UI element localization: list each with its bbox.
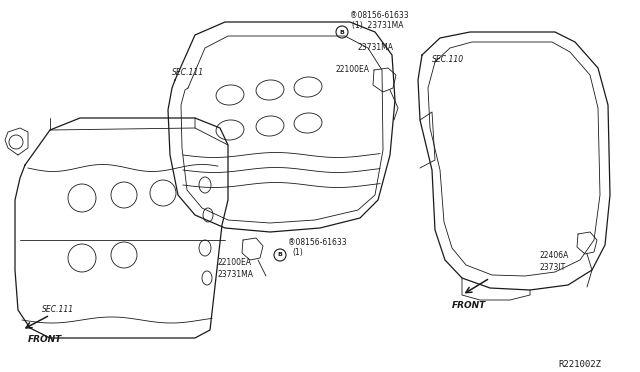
Text: (1)  23731MA: (1) 23731MA	[352, 21, 403, 30]
Text: 23731MA: 23731MA	[218, 270, 254, 279]
Text: 22100EA: 22100EA	[218, 258, 252, 267]
Text: (1): (1)	[292, 248, 303, 257]
Text: SEC.111: SEC.111	[172, 68, 204, 77]
Text: 23731MA: 23731MA	[357, 43, 393, 52]
Text: SEC.111: SEC.111	[42, 305, 74, 314]
Text: ®08156-61633: ®08156-61633	[288, 238, 347, 247]
Text: FRONT: FRONT	[452, 301, 486, 310]
Text: B: B	[340, 29, 344, 35]
Text: R221002Z: R221002Z	[558, 360, 601, 369]
Text: B: B	[278, 253, 282, 257]
Text: FRONT: FRONT	[28, 335, 62, 344]
Text: ®08156-61633: ®08156-61633	[350, 11, 408, 20]
Text: SEC.110: SEC.110	[432, 55, 464, 64]
Text: 22406A: 22406A	[540, 251, 570, 260]
Text: 22100EA: 22100EA	[335, 65, 369, 74]
Text: 2373lT: 2373lT	[540, 263, 566, 272]
